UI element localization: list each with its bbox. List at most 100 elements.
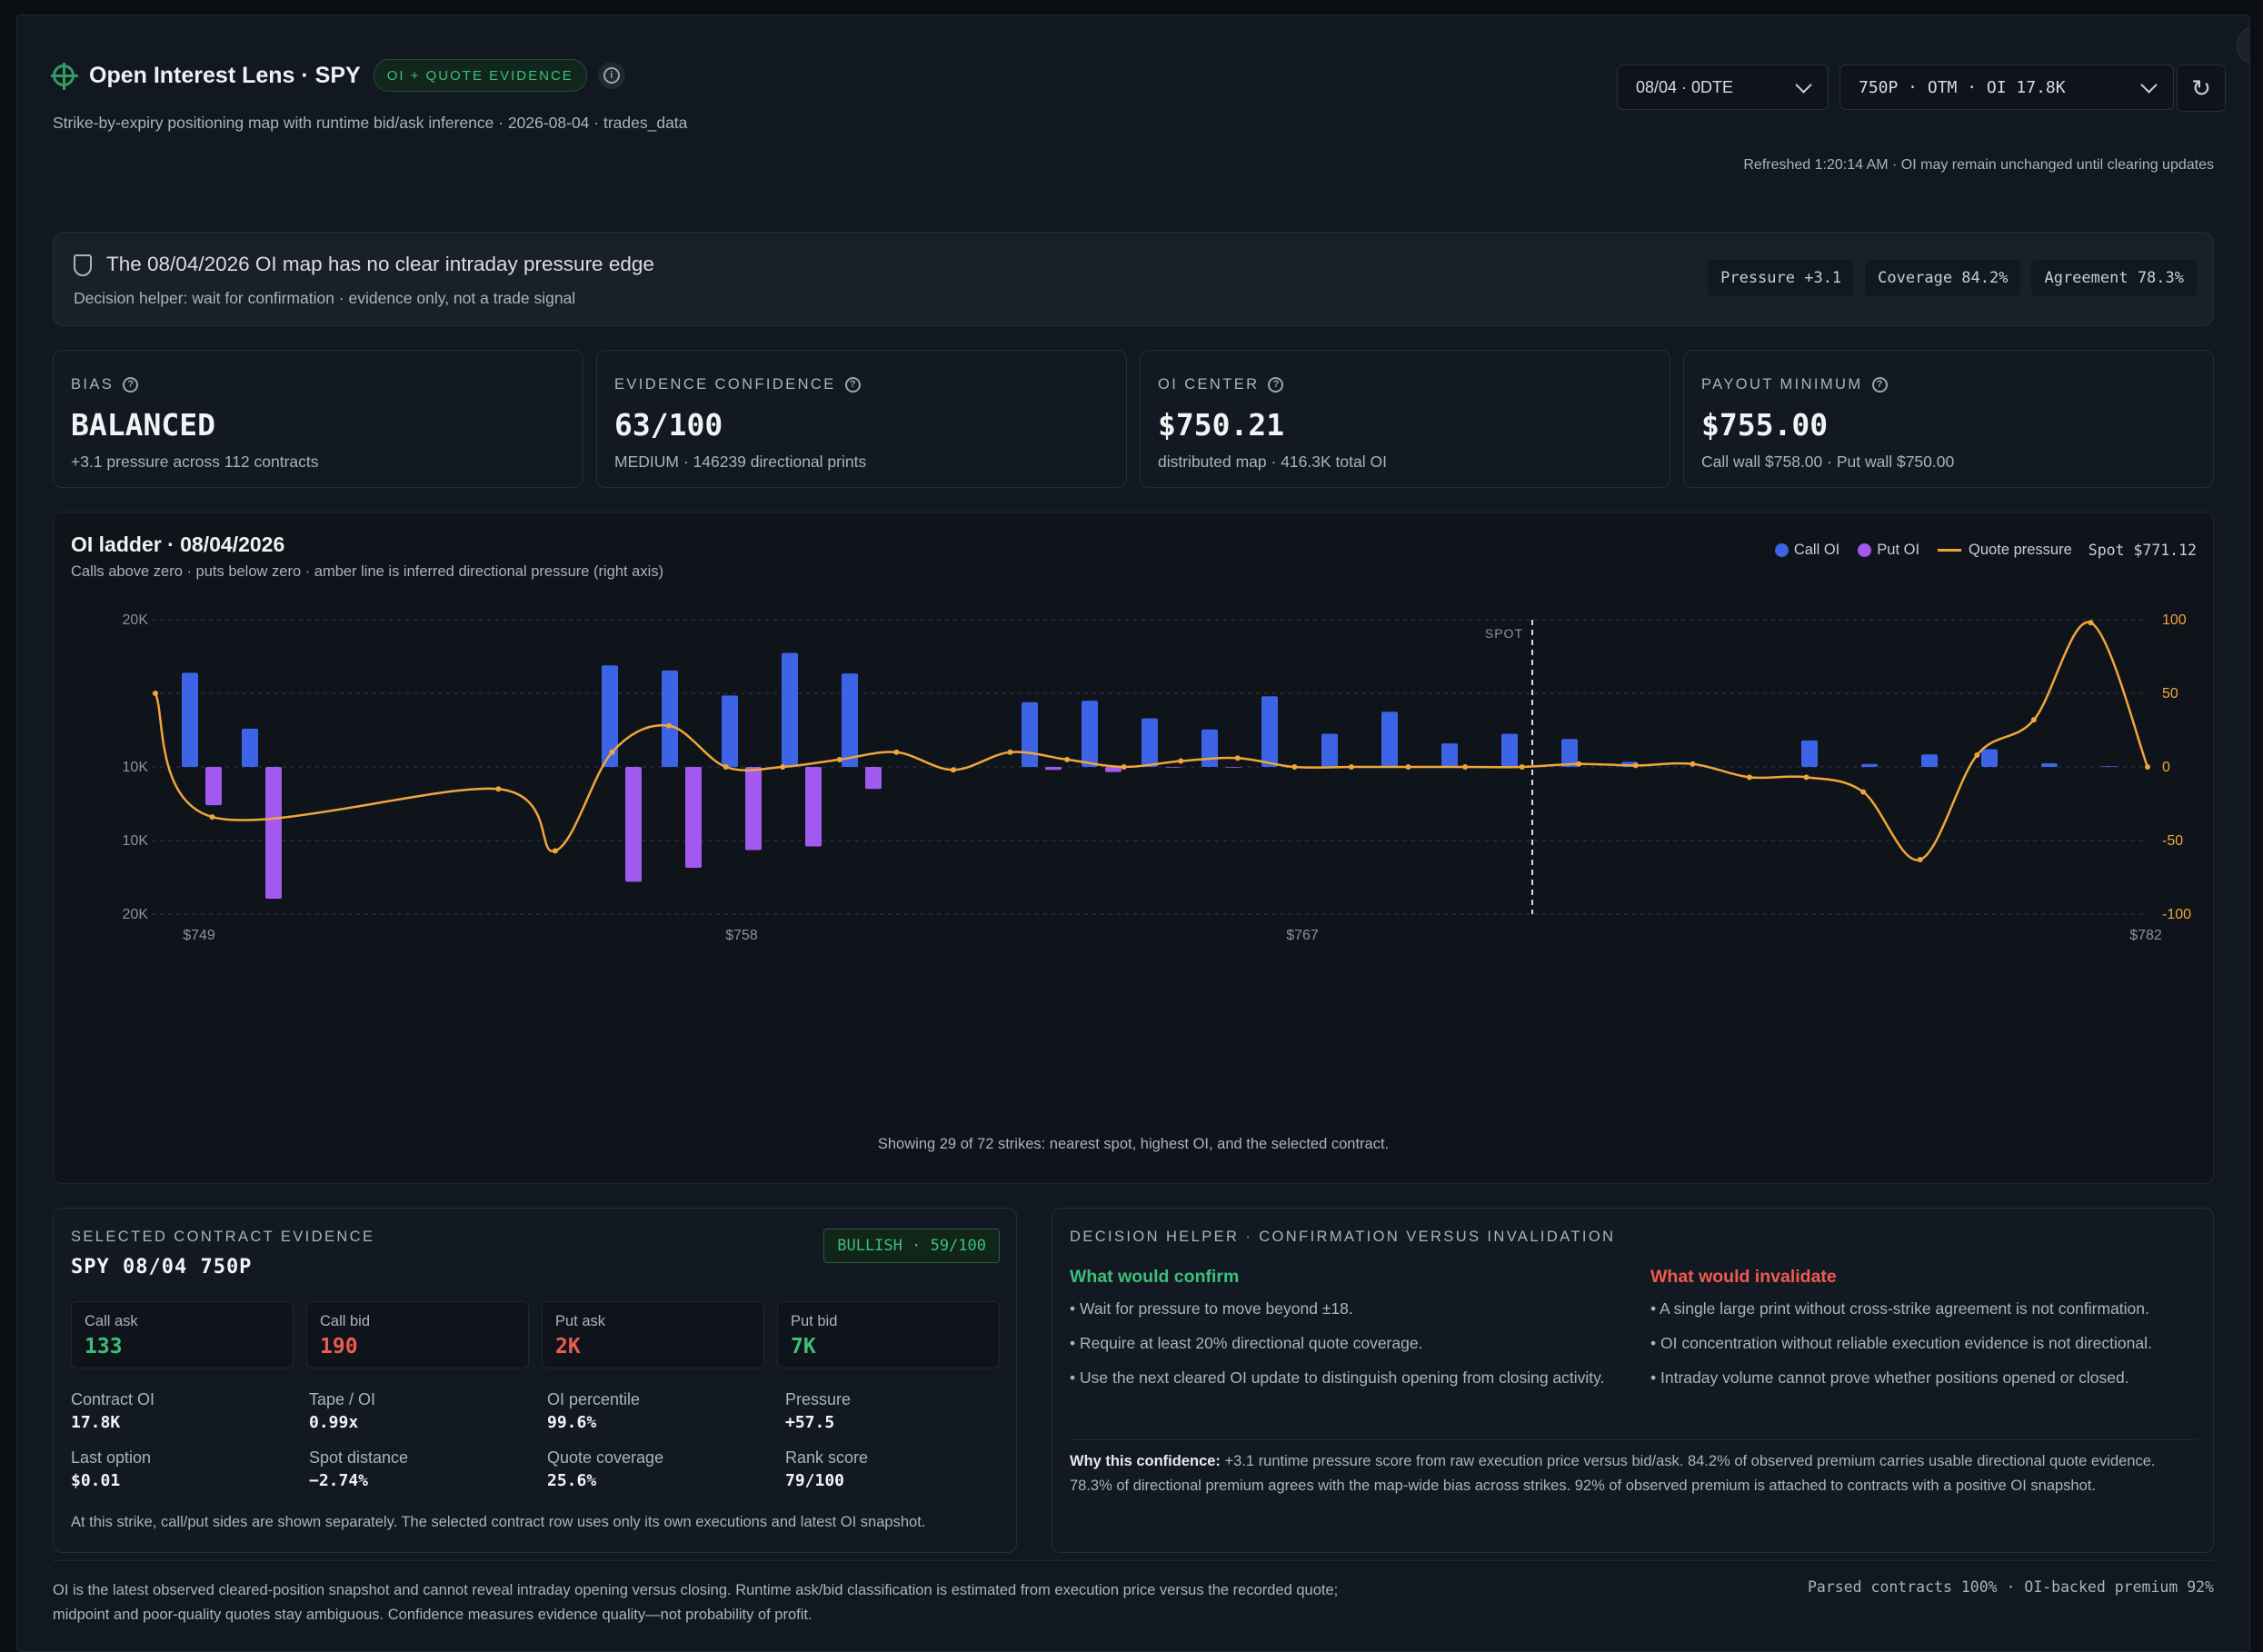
refresh-button[interactable]: ↻ [2177, 65, 2226, 112]
metric-label: Spot distance [309, 1448, 409, 1467]
put-oi-bar [265, 767, 282, 899]
invalidate-item: • Intraday volume cannot prove whether p… [1650, 1368, 2129, 1387]
x-tick: $758 [725, 928, 758, 943]
pressure-point [1917, 857, 1923, 863]
metric-value: 79/100 [785, 1471, 845, 1490]
metric-label: Pressure [785, 1390, 852, 1408]
call-oi-bar [1861, 763, 1878, 767]
pressure-point [950, 767, 956, 773]
stat-label: PAYOUT MINIMUM [1701, 376, 1863, 393]
stat-label: EVIDENCE CONFIDENCE [614, 376, 836, 393]
quote-label: Put bid [791, 1313, 838, 1329]
pressure-point [1234, 755, 1241, 761]
y-left-tick: 10K [123, 760, 149, 775]
invalidate-heading: What would invalidate [1650, 1267, 1837, 1287]
metric-value: 99.6% [547, 1413, 597, 1432]
y-right-tick: 100 [2162, 612, 2187, 628]
pressure-point [1121, 764, 1127, 770]
metric-value: +57.5 [785, 1413, 835, 1432]
quote-label: Put ask [555, 1313, 606, 1329]
pressure-point [2088, 620, 2094, 626]
pressure-point [153, 691, 158, 696]
metric-rank-score: Rank score 79/100 [785, 1448, 868, 1490]
stat-sub: +3.1 pressure across 112 contracts [71, 453, 319, 471]
footer-divider [53, 1560, 2214, 1561]
oi-ladder-panel: 20K 10K 20K 10K 100 50 0 -50 -100 $749 $758 $767 $78… [53, 512, 2214, 1184]
chevron-down-icon [1795, 75, 1812, 94]
summary-banner: The 08/04/2026 OI map has no clear intra… [53, 232, 2214, 326]
metric-contract-oi: Contract OI 17.8K [71, 1390, 155, 1432]
x-tick: $749 [183, 928, 215, 943]
pressure-point [1690, 761, 1696, 767]
metric-value: 17.8K [71, 1413, 121, 1432]
info-icon: i [603, 67, 620, 84]
call-oi-bar [1022, 702, 1038, 767]
pressure-point [666, 722, 673, 729]
pressure-point [723, 764, 729, 770]
metric-label: Contract OI [71, 1390, 155, 1408]
refresh-status: Refreshed 1:20:14 AM · OI may remain unc… [1743, 157, 2214, 173]
call-oi-bar [722, 695, 738, 767]
banner-subtitle: Decision helper: wait for confirmation ·… [74, 289, 576, 307]
pressure-point [1291, 764, 1298, 770]
metric-pressure: Pressure +57.5 [785, 1390, 851, 1432]
stat-sub: MEDIUM · 146239 directional prints [614, 453, 867, 471]
refresh-icon: ↻ [2191, 74, 2211, 102]
quote-value: 133 [85, 1335, 123, 1358]
invalidate-item: • OI concentration without reliable exec… [1650, 1334, 2152, 1352]
page-title: Open Interest Lens · SPY [89, 62, 361, 88]
metric-label: Last option [71, 1448, 152, 1467]
metric-tape-oi: Tape / OI 0.99x [309, 1390, 375, 1432]
quote-value: 190 [320, 1335, 358, 1358]
y-left-tick: 20K [123, 907, 149, 922]
info-button[interactable]: i [597, 62, 625, 89]
metric-spot-distance: Spot distance −2.74% [309, 1448, 408, 1490]
stat-value: $755.00 [1701, 407, 1829, 443]
pressure-point [1860, 789, 1867, 795]
y-left-tick: 10K [123, 833, 149, 849]
pressure-point [2145, 764, 2150, 770]
pressure-point [1746, 774, 1752, 781]
oi-center-card: OI CENTER? $750.21 distributed map · 416… [1140, 350, 1670, 488]
help-icon[interactable]: ? [123, 377, 139, 393]
confirm-item: • Require at least 20% directional quote… [1070, 1334, 1423, 1352]
metric-label: Rank score [785, 1448, 869, 1467]
footer-stats: Parsed contracts 100% · OI-backed premiu… [1807, 1578, 2214, 1596]
put-ask-box: Put ask 2K [542, 1301, 764, 1368]
expiry-select[interactable]: 08/04 · 0DTE [1617, 65, 1829, 110]
help-icon[interactable]: ? [1871, 377, 1888, 393]
chevron-down-icon [2140, 75, 2158, 94]
call-oi-bar [1201, 729, 1218, 767]
metric-oi-percentile: OI percentile 99.6% [547, 1390, 640, 1432]
quote-value: 7K [791, 1335, 816, 1358]
pressure-point [836, 756, 842, 762]
stat-value: BALANCED [71, 407, 215, 443]
quote-value: 2K [555, 1335, 581, 1358]
quote-label: Call bid [320, 1313, 371, 1329]
metric-last-option: Last option $0.01 [71, 1448, 151, 1490]
help-icon[interactable]: ? [844, 377, 861, 393]
pressure-pill: Pressure +3.1 [1708, 260, 1855, 296]
share-button[interactable]: ⋖ [2237, 26, 2249, 65]
put-oi-bar [865, 767, 882, 790]
call-oi-bar [782, 652, 798, 767]
call-oi-bar [1561, 739, 1578, 767]
metric-value: $0.01 [71, 1471, 121, 1490]
pressure-point [495, 786, 502, 792]
pressure-point [1007, 749, 1013, 755]
coverage-pill: Coverage 84.2% [1865, 260, 2021, 296]
shield-icon [74, 254, 92, 276]
stat-sub: distributed map · 416.3K total OI [1158, 453, 1387, 471]
bullish-badge: BULLISH · 59/100 [823, 1229, 1000, 1263]
invalidate-item: • A single large print without cross-str… [1650, 1299, 2149, 1318]
help-icon[interactable]: ? [1268, 377, 1284, 393]
contract-select[interactable]: 750P · OTM · OI 17.8K [1839, 65, 2174, 110]
chart-title: OI ladder · 08/04/2026 [71, 532, 285, 556]
stat-label: OI CENTER [1158, 376, 1260, 393]
selected-note: At this strike, call/put sides are shown… [71, 1514, 926, 1530]
call-oi-bar [2101, 766, 2118, 767]
call-bid-box: Call bid 190 [306, 1301, 529, 1368]
pressure-point [1519, 764, 1525, 770]
metric-value: 25.6% [547, 1471, 597, 1490]
metric-label: Quote coverage [547, 1448, 664, 1467]
